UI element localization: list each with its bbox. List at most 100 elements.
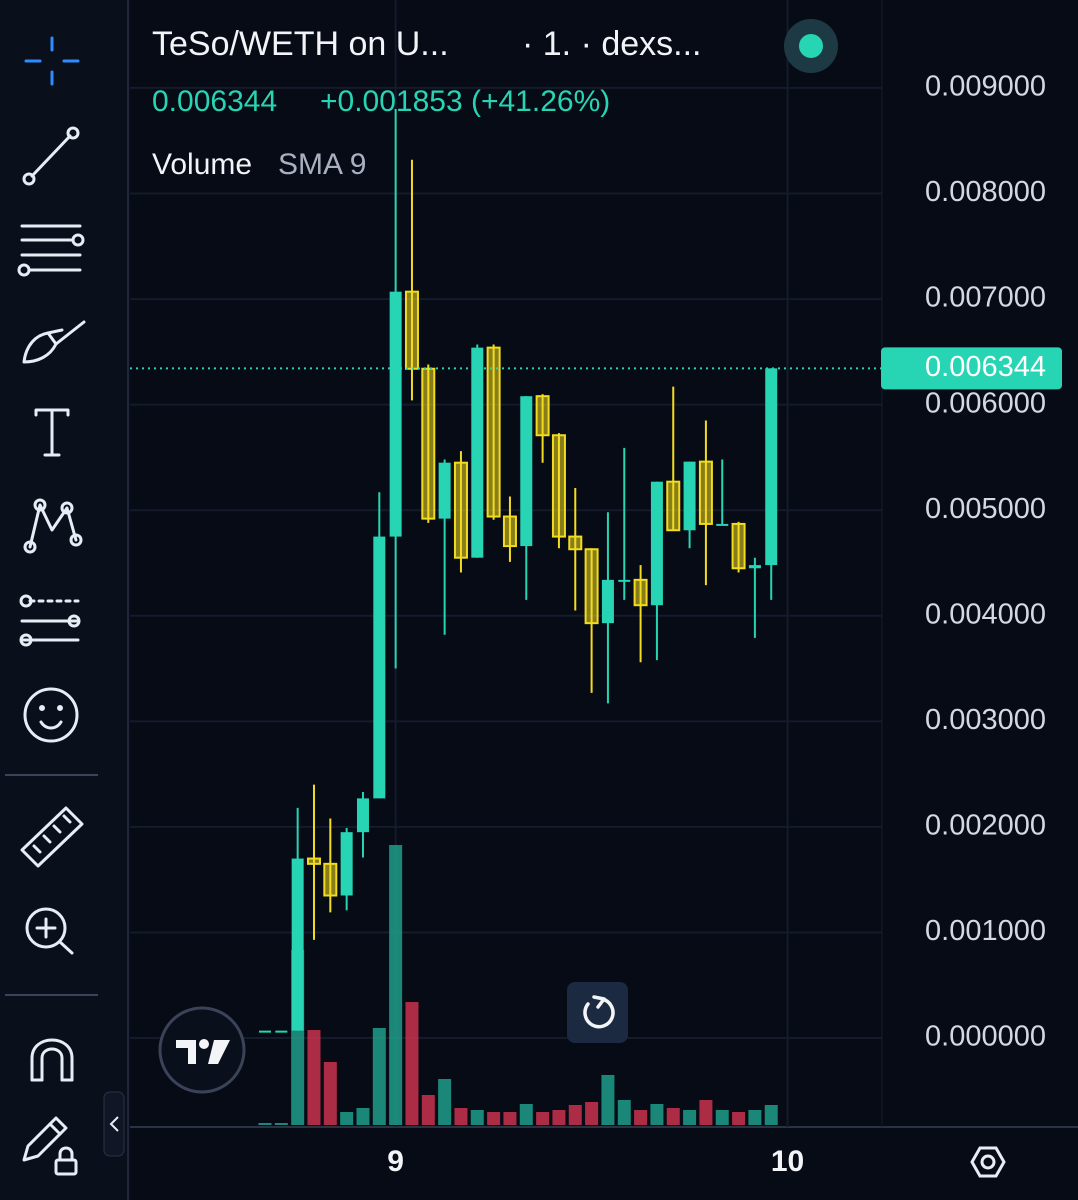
volume-bar [601,1075,615,1125]
volume-bar [568,1105,582,1125]
candle-body [568,535,583,551]
ruler-tool[interactable] [20,806,84,868]
text-tool[interactable] [34,408,70,457]
emoji-tool[interactable] [23,687,79,743]
zoom-tool[interactable] [25,907,74,955]
volume-bar [634,1110,648,1125]
candle-body [275,1030,288,1033]
candle-body [716,523,729,526]
candle-body [683,461,696,531]
grid [130,0,882,1127]
tradingview-logo[interactable] [158,1006,246,1094]
pattern-tool[interactable] [23,498,83,554]
volume-bar [585,1102,599,1125]
volume-bar [258,1123,272,1125]
collapse-arrow [109,1116,119,1132]
volume-bar [274,1123,288,1125]
volume-bar [487,1112,501,1125]
volume-bar [372,1028,386,1125]
candle-body [453,461,468,559]
candle-body [291,858,304,1031]
y-tick-label: 0.001000 [925,915,1046,947]
volume-bar [470,1110,484,1125]
candle-body [486,346,501,518]
y-tick-label: 0.000000 [925,1021,1046,1053]
crosshair-tool[interactable] [24,36,80,86]
y-tick-label: 0.007000 [925,282,1046,314]
y-tick-label: 0.003000 [925,704,1046,736]
fib-tool[interactable] [17,224,85,277]
prediction-tool[interactable] [19,594,81,647]
candle-body [731,522,746,570]
candle-body [765,368,778,566]
volume-bar [421,1095,435,1125]
trendline-tool[interactable] [22,126,80,186]
volume-bar [764,1105,778,1125]
y-tick-label: 0.004000 [925,598,1046,630]
price-change: +0.001853 (+41.26%) [320,85,610,118]
candle-body [340,832,353,896]
y-tick-label: 0.009000 [925,71,1046,103]
symbol-title: TeSo/WETH on U... [152,25,449,63]
volume-bar [454,1108,468,1125]
candle-body [601,579,614,624]
volume-bar [650,1104,664,1125]
candle-body [438,462,451,519]
volume-bar [405,1002,419,1125]
collapse-toolbar[interactable] [103,1091,125,1157]
candle-body [618,579,631,582]
candle-body [373,536,386,799]
volume-bar [438,1079,452,1125]
candle-body [471,347,484,558]
settings-button[interactable] [970,1146,1006,1178]
last-price: 0.006344 [152,85,277,118]
volume-bar [356,1108,370,1125]
last-price-box [881,347,1062,390]
volume-bar [552,1110,566,1125]
reset-button[interactable] [567,982,628,1043]
candle-body [502,515,517,548]
market-status-dot [799,34,823,58]
toolbar [5,36,125,1176]
candle-body [650,481,663,606]
volume-bar [732,1112,746,1125]
lock-drawings-tool[interactable] [22,1116,78,1176]
y-tick-label: 0.008000 [925,176,1046,208]
candle-body [698,460,713,525]
volume-bar [748,1110,762,1125]
candle-body [666,480,681,532]
symbol-subtitle: · 1. · dexs... [522,25,702,63]
brush-tool[interactable] [22,320,86,364]
volume-bar [519,1104,533,1125]
y-tick-label: 0.005000 [925,493,1046,525]
candle-body [520,396,533,547]
magnet-tool[interactable] [30,1038,74,1082]
candle-body [323,862,338,897]
volume-bar [307,1030,321,1125]
volume-bar [699,1100,713,1125]
candle-body [306,857,321,865]
volume-bar [503,1112,517,1125]
volume-bar [536,1112,550,1125]
volume-bar [666,1108,680,1125]
volume-bar [323,1062,337,1125]
candle-body [633,578,648,607]
candle-body [389,291,402,537]
candle-body [584,548,599,625]
candle-body [748,565,761,569]
candle-body [259,1030,271,1033]
volume-indicator: SMA 9 [278,148,366,181]
volume-label: Volume [152,148,252,181]
volume-bar [389,845,403,1125]
candle-body [404,290,419,370]
volume-bar [683,1110,697,1125]
x-tick-label: 9 [387,1145,404,1178]
candle-body [421,367,436,520]
candle-body [356,798,369,833]
candle-body [551,434,566,538]
candle-body [535,395,550,437]
marks [258,109,778,1125]
volume-bar [340,1112,354,1125]
